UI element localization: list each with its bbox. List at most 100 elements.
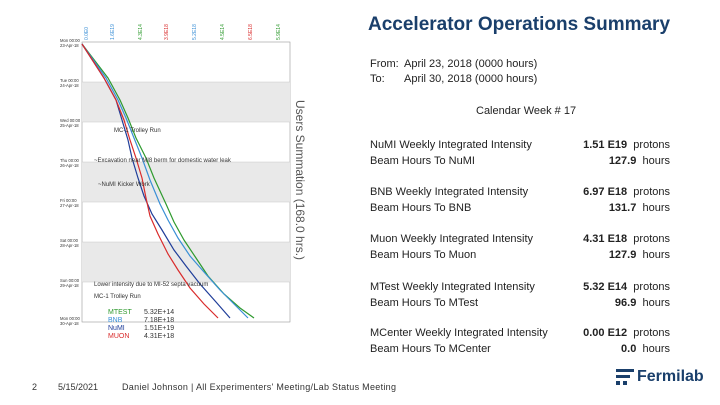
- stat-value-1: 0.00 E12 protons: [583, 325, 670, 341]
- plot-top-ticks: 0.0E0 1.6E19 4.3E14 3.9E18 5.2E18 4.5E14…: [84, 24, 282, 40]
- from-label: From:: [370, 58, 399, 70]
- stat-label-1: BNB Weekly Integrated Intensity: [370, 186, 529, 198]
- legend-name-muon: MUON: [108, 333, 129, 340]
- stat-numi: NuMI Weekly Integrated Intensity Beam Ho…: [370, 137, 670, 169]
- y-tick: Mon 00:00 23-Apr-18: [60, 38, 80, 48]
- stat-unit: hours: [642, 202, 670, 214]
- stat-number: 0.00 E12: [583, 327, 628, 339]
- stat-number: 96.9: [614, 297, 637, 309]
- annotation: Lower intensity due to MI-52 septa vacuu…: [94, 282, 208, 288]
- stat-label-2: Beam Hours To BNB: [370, 202, 472, 214]
- y-tick: Sat 00:00 28-Apr-18: [60, 238, 79, 248]
- footer-text: Daniel Johnson | All Experimenters' Meet…: [122, 382, 397, 392]
- stat-label-1: Muon Weekly Integrated Intensity: [370, 233, 534, 245]
- calendar-week: Calendar Week # 17: [476, 105, 577, 117]
- top-tick: 0.0E0: [84, 27, 90, 40]
- annotation: MC-1 Trolley Run: [94, 294, 141, 300]
- stat-number: 127.9: [608, 155, 637, 167]
- stat-label-1: MTest Weekly Integrated Intensity: [370, 281, 535, 293]
- y-tick: Thu 00:00 26-Apr-18: [60, 158, 80, 168]
- axis-title: Users Summation (168.0 hrs.): [293, 100, 306, 260]
- stat-value-2: 0.0 hours: [621, 341, 670, 357]
- plot-band: [82, 242, 290, 282]
- slide-title: Accelerator Operations Summary: [368, 14, 671, 35]
- footer-date: 5/15/2021: [58, 382, 99, 392]
- stat-unit: hours: [642, 249, 670, 261]
- date-range: From: April 23, 2018 (0000 hours) To: Ap…: [370, 57, 537, 87]
- stat-value-2: 131.7 hours: [609, 200, 670, 216]
- legend-name-numi: NuMI: [108, 325, 125, 332]
- legend-value-numi: 1.51E+19: [144, 325, 174, 332]
- stat-number: 1.51 E19: [583, 139, 628, 151]
- legend-value-muon: 4.31E+18: [144, 333, 174, 340]
- to-value: April 30, 2018 (0000 hours): [404, 73, 538, 85]
- top-tick: 4.3E14: [138, 24, 144, 40]
- series-muon-line: [81, 43, 219, 319]
- stat-value-2: 127.9 hours: [609, 247, 670, 263]
- stat-label-2: Beam Hours To Muon: [370, 249, 477, 261]
- stat-value-2: 127.9 hours: [609, 153, 670, 169]
- stat-label-2: Beam Hours To MCenter: [370, 343, 491, 355]
- series-bnb-line: [81, 43, 249, 319]
- top-tick: 6.5E18: [248, 24, 254, 40]
- plot-legend: MTEST 5.32E+14 BNB 7.18E+18 NuMI 1.51E+1…: [108, 309, 174, 340]
- stat-unit: hours: [642, 297, 670, 309]
- legend-name-bnb: BNB: [108, 317, 123, 324]
- stat-number: 5.32 E14: [583, 281, 628, 293]
- from-value: April 23, 2018 (0000 hours): [404, 58, 538, 70]
- footer-page-number: 2: [32, 382, 38, 392]
- stat-mtest: MTest Weekly Integrated Intensity Beam H…: [370, 279, 670, 311]
- annotation: ~Excavation near MI8 berm for domestic w…: [94, 158, 232, 164]
- stat-bnb: BNB Weekly Integrated Intensity Beam Hou…: [370, 184, 670, 216]
- stat-muon: Muon Weekly Integrated Intensity Beam Ho…: [370, 231, 670, 263]
- stat-unit: hours: [642, 155, 670, 167]
- plot-annotations: MC-1 Trolley Run ~Excavation near MI8 be…: [94, 128, 232, 300]
- stat-number: 0.0: [621, 343, 637, 355]
- stat-value-1: 1.51 E19 protons: [583, 137, 670, 153]
- fermilab-logo: Fermilab: [616, 368, 704, 386]
- annotation: ~NuMI Kicker Work: [98, 182, 151, 188]
- annotation: MC-1 Trolley Run: [114, 128, 161, 134]
- logo-text: Fermilab: [637, 368, 704, 385]
- stat-unit: hours: [642, 343, 670, 355]
- series-numi-line: [81, 43, 231, 319]
- stat-label-2: Beam Hours To MTest: [370, 297, 479, 309]
- plot-svg: Mon 00:00 23-Apr-18 Tue 00:00 24-Apr-18 We…: [60, 24, 307, 340]
- stat-number: 4.31 E18: [583, 233, 628, 245]
- stat-value-1: 6.97 E18 protons: [583, 184, 670, 200]
- stat-unit: protons: [633, 281, 670, 293]
- stat-label-1: NuMI Weekly Integrated Intensity: [370, 139, 532, 151]
- legend-value-mtest: 5.32E+14: [144, 309, 174, 316]
- to-row: To: April 30, 2018 (0000 hours): [370, 72, 537, 87]
- y-tick: Tue 00:00 24-Apr-18: [60, 78, 79, 88]
- stat-unit: protons: [633, 186, 670, 198]
- stat-value-1: 4.31 E18 protons: [583, 231, 670, 247]
- stat-number: 6.97 E18: [583, 186, 628, 198]
- fermilab-logo-icon: [616, 369, 634, 385]
- top-tick: 4.5E14: [220, 24, 226, 40]
- stat-unit: protons: [633, 139, 670, 151]
- stat-label-2: Beam Hours To NuMI: [370, 155, 475, 167]
- top-tick: 3.9E18: [164, 24, 170, 40]
- stat-value-1: 5.32 E14 protons: [583, 279, 670, 295]
- stat-number: 131.7: [608, 202, 637, 214]
- top-tick: 1.6E19: [110, 24, 116, 40]
- y-tick: Wed 00:00 25-Apr-18: [60, 118, 81, 128]
- stat-number: 127.9: [608, 249, 637, 261]
- stat-unit: protons: [633, 233, 670, 245]
- legend-name-mtest: MTEST: [108, 309, 132, 316]
- y-tick: Mon 00:00 30-Apr-18: [60, 316, 80, 326]
- to-label: To:: [370, 73, 385, 85]
- y-tick: Sun 00:00 29-Apr-18: [60, 278, 80, 288]
- top-tick: 5.2E18: [192, 24, 198, 40]
- plot-y-ticks: Mon 00:00 23-Apr-18 Tue 00:00 24-Apr-18 We…: [60, 38, 81, 326]
- plot-band: [82, 162, 290, 202]
- top-tick: 5.9E14: [276, 24, 282, 40]
- stat-unit: protons: [633, 327, 670, 339]
- legend-value-bnb: 7.18E+18: [144, 317, 174, 324]
- stat-value-2: 96.9 hours: [615, 295, 670, 311]
- y-tick: Fri 00:00 27-Apr-18: [60, 198, 79, 208]
- users-summation-plot: Mon 00:00 23-Apr-18 Tue 00:00 24-Apr-18 We…: [58, 8, 307, 352]
- stat-label-1: MCenter Weekly Integrated Intensity: [370, 327, 548, 339]
- stat-mcenter: MCenter Weekly Integrated Intensity Beam…: [370, 325, 670, 357]
